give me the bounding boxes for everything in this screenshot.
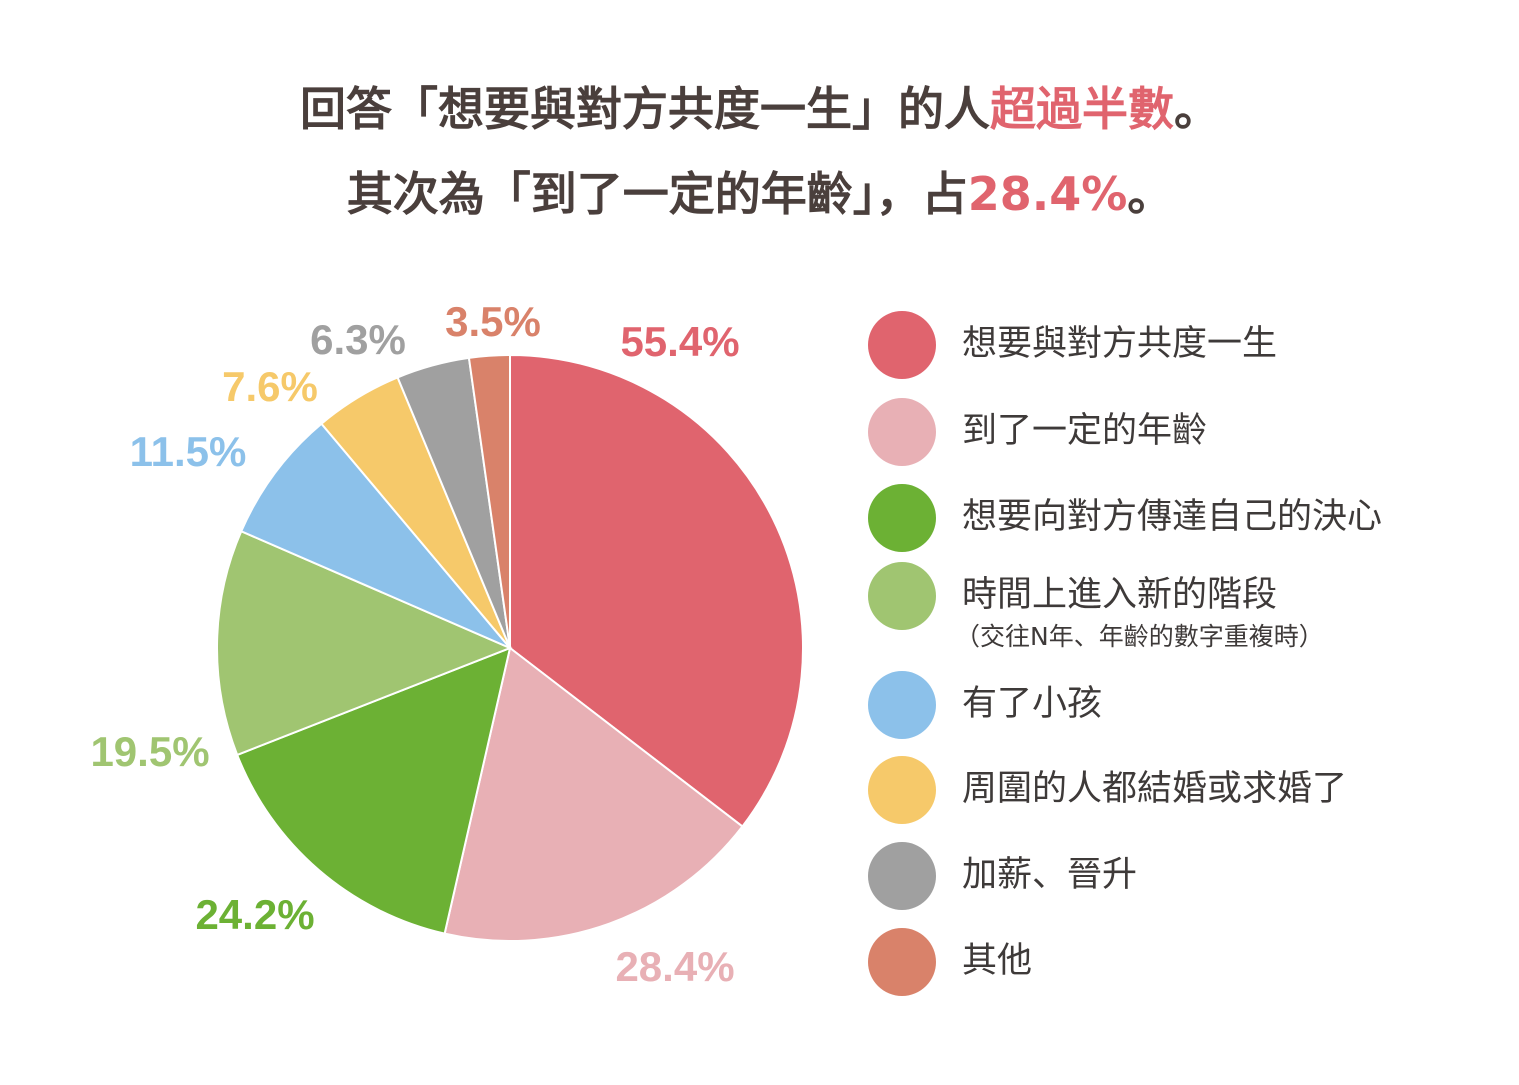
- pie-slice: [216, 529, 513, 757]
- legend-label: 加薪、晉升: [962, 855, 1137, 895]
- pie-slice: [235, 646, 512, 935]
- title-segment: 。: [1127, 167, 1173, 221]
- value-label: 11.5%: [130, 428, 247, 475]
- value-label: 3.5%: [445, 298, 541, 345]
- value-label: 55.4%: [620, 318, 739, 365]
- legend-swatch: [868, 928, 936, 996]
- legend-label: 想要向對方傳達自己的決心: [962, 497, 1382, 537]
- title-segment: 其次為「到了一定的年齡」，占: [347, 167, 968, 221]
- value-label: 24.2%: [195, 891, 314, 938]
- legend-label: 想要與對方共度一生: [962, 324, 1277, 364]
- legend-swatch: [868, 484, 936, 552]
- pie-slice: [467, 353, 511, 649]
- legend-note: （交往N年、年齡的數字重複時）: [955, 622, 1324, 651]
- value-label: 7.6%: [222, 363, 318, 410]
- legend-swatch: [868, 671, 936, 739]
- legend-swatch: [868, 756, 936, 824]
- legend-label: 時間上進入新的階段: [962, 575, 1277, 615]
- title-segment: 28.4%: [968, 167, 1128, 221]
- legend-label: 周圍的人都結婚或求婚了: [962, 769, 1347, 809]
- value-label: 28.4%: [615, 943, 734, 990]
- legend-label: 到了一定的年齡: [962, 411, 1207, 451]
- pie-slice: [509, 353, 804, 828]
- legend-label: 其他: [962, 941, 1032, 981]
- legend-label: 有了小孩: [962, 684, 1102, 724]
- value-label: 6.3%: [310, 316, 406, 363]
- pie-slice: [443, 646, 744, 942]
- chart-title-line: 其次為「到了一定的年齡」，占28.4%。: [347, 167, 1174, 221]
- title-segment: 超過半數: [990, 82, 1174, 136]
- chart-title-line: 回答「想要與對方共度一生」的人超過半數。: [300, 82, 1220, 136]
- legend-swatch: [868, 311, 936, 379]
- legend-swatch: [868, 398, 936, 466]
- legend-swatch: [868, 562, 936, 630]
- value-label: 19.5%: [90, 728, 209, 775]
- pie-slice: [239, 422, 511, 649]
- title-segment: 回答「想要與對方共度一生」的人: [300, 82, 990, 136]
- title-segment: 。: [1174, 82, 1220, 136]
- legend-swatch: [868, 842, 936, 910]
